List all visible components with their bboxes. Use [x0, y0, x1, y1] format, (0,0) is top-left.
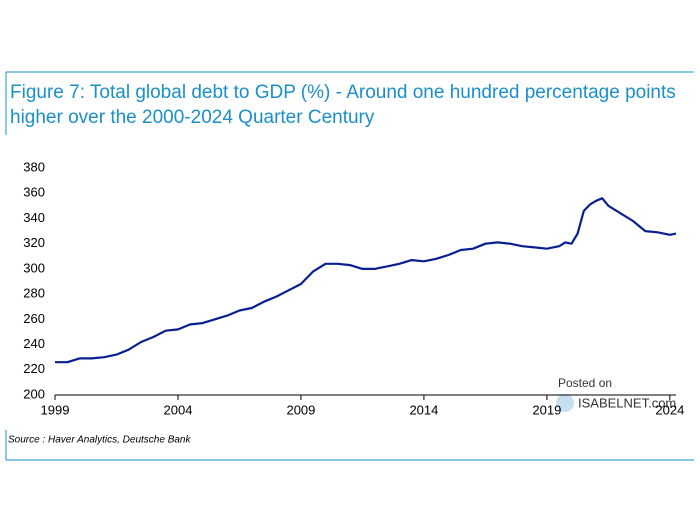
y-tick-label: 340	[23, 210, 45, 225]
y-tick-label: 260	[23, 311, 45, 326]
watermark: ISABELNET.com	[578, 395, 676, 410]
y-tick-label: 280	[23, 286, 45, 301]
x-tick-label: 1999	[41, 402, 70, 417]
watermark-icon	[556, 394, 574, 412]
y-tick-label: 360	[23, 185, 45, 200]
y-tick-label: 240	[23, 336, 45, 351]
source: Source : Haver Analytics, Deutsche Bank	[8, 435, 191, 446]
x-tick-label: 2014	[409, 402, 438, 417]
y-tick-label: 220	[23, 361, 45, 376]
y-tick-label: 200	[23, 386, 45, 401]
line	[55, 197, 677, 364]
watermark: Posted on	[558, 376, 612, 390]
x-tick-label: 2004	[164, 402, 193, 417]
x-tick-label: 2009	[286, 402, 315, 417]
x-tick-label: 2024	[655, 402, 684, 417]
y-tick-label: 320	[23, 235, 45, 250]
chart-subtitle: higher over the 2000-2024 Quarter Centur…	[10, 107, 375, 128]
chart-title: Figure 7: Total global debt to GDP (%) -…	[10, 82, 676, 103]
x-tick-label: 2019	[532, 402, 561, 417]
y-tick-label: 300	[23, 260, 45, 275]
y-tick-label: 380	[23, 159, 45, 174]
